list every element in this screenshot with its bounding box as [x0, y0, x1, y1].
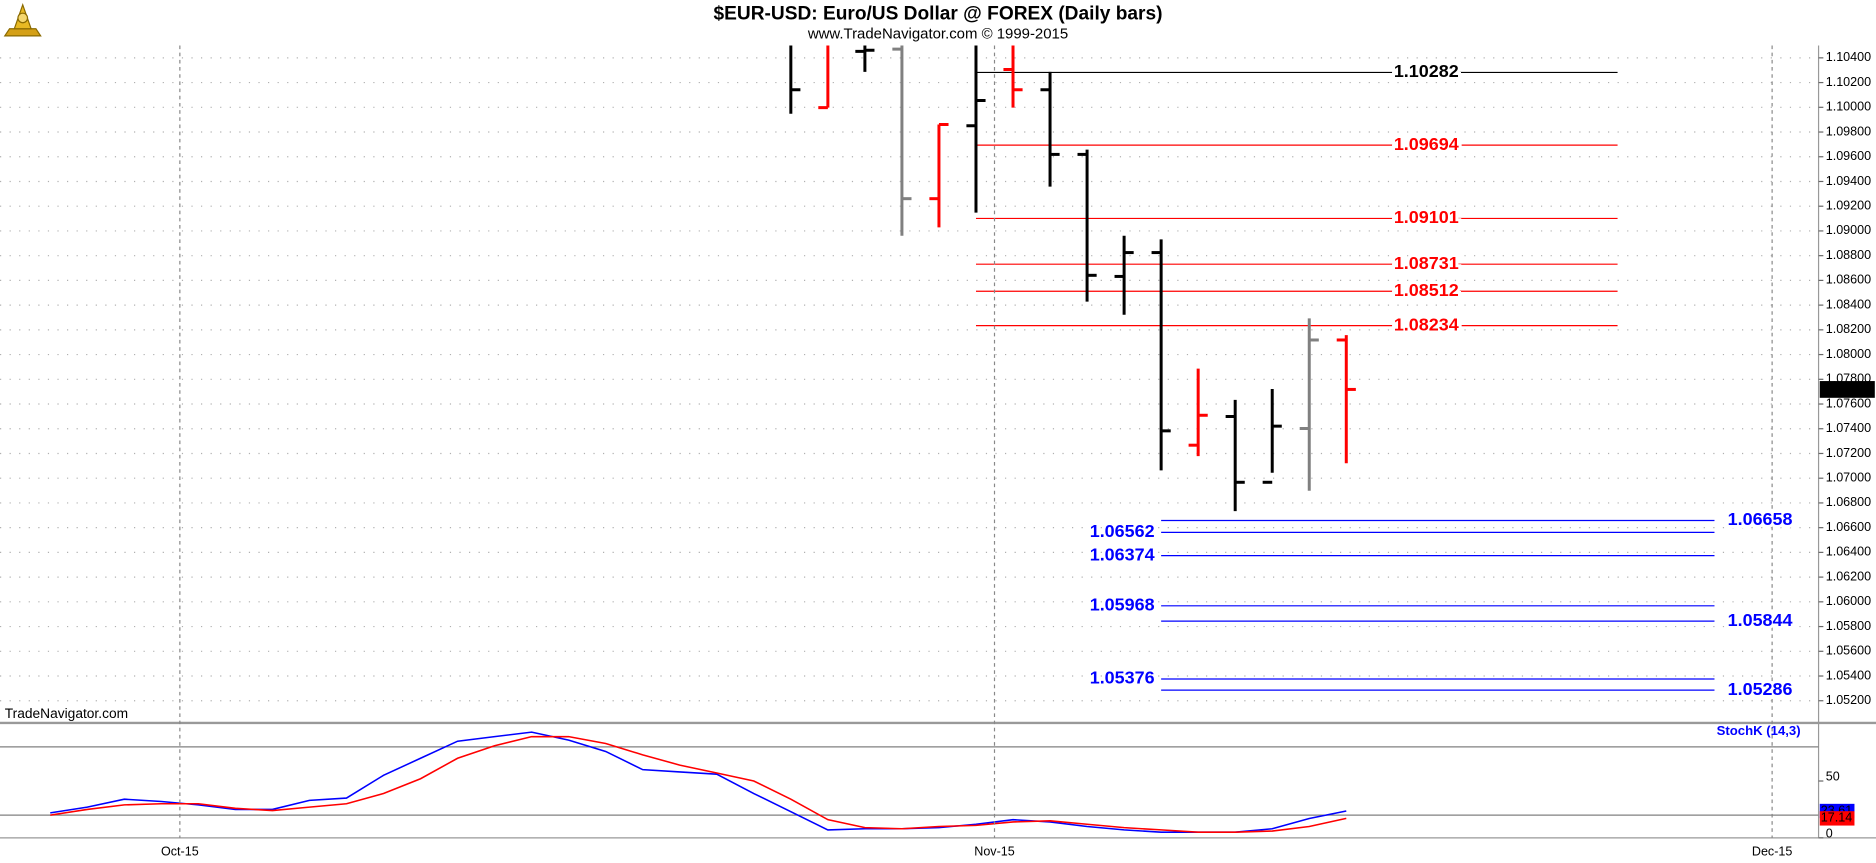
stoch-line	[50, 735, 1347, 833]
y-tick-label: 50	[1826, 770, 1840, 784]
stoch-plot	[0, 731, 1819, 833]
logo-lens	[17, 12, 29, 24]
y-tick-label: 1.06200	[1826, 569, 1871, 583]
resistance-label: 1.08234	[1394, 314, 1459, 334]
support-label: 1.06374	[1090, 544, 1155, 564]
y-tick-label: 1.07000	[1826, 471, 1871, 485]
y-tick-label: 1.09600	[1826, 149, 1871, 163]
y-tick-label: 1.09000	[1826, 223, 1871, 237]
y-tick-label: 1.08800	[1826, 248, 1871, 262]
support-label: 1.05844	[1728, 610, 1793, 630]
y-tick-label: 1.09400	[1826, 174, 1871, 188]
y-tick-label: 1.10400	[1826, 50, 1871, 64]
y-tick-label: 1.07600	[1826, 396, 1871, 410]
y-tick-label: 1.08000	[1826, 347, 1871, 361]
resistance-label: 1.09694	[1394, 134, 1459, 154]
y-tick-label: 1.07200	[1826, 446, 1871, 460]
last-price-label: 1.07718	[1825, 382, 1870, 396]
last-value-label: 17.14	[1821, 811, 1852, 825]
y-tick-label: 1.05600	[1826, 644, 1871, 658]
y-tick-label: 1.10200	[1826, 75, 1871, 89]
y-tick-label: 1.05800	[1826, 619, 1871, 633]
chart-title: $EUR-USD: Euro/US Dollar @ FOREX (Daily …	[714, 3, 1163, 24]
y-tick-label: 1.06800	[1826, 495, 1871, 509]
y-tick-label: 1.10000	[1826, 100, 1871, 114]
chart-subtitle: www.TradeNavigator.com © 1999-2015	[807, 26, 1068, 43]
resistance-label: 1.09101	[1394, 207, 1459, 227]
resistance-label: 1.08512	[1394, 280, 1459, 300]
x-tick-label: Nov-15	[974, 845, 1014, 859]
y-tick-label: 1.06600	[1826, 520, 1871, 534]
resistance-label: 1.10282	[1394, 61, 1459, 81]
logo	[3, 2, 42, 37]
watermark: TradeNavigator.com	[5, 706, 128, 721]
y-tick-label: 1.06400	[1826, 545, 1871, 559]
y-tick-label: 1.06000	[1826, 594, 1871, 608]
support-label: 1.06562	[1090, 521, 1155, 541]
price-plot	[0, 45, 1819, 702]
support-label: 1.05968	[1090, 595, 1155, 615]
y-tick-label: 1.05400	[1826, 668, 1871, 682]
x-tick-label: Oct-15	[161, 845, 199, 859]
y-tick-label: 1.09200	[1826, 199, 1871, 213]
last-price-box	[1819, 381, 1875, 398]
support-label: 1.06658	[1728, 509, 1793, 529]
y-tick-label: 0	[1826, 827, 1833, 841]
y-tick-label: 1.08400	[1826, 297, 1871, 311]
y-tick-label: 1.08600	[1826, 273, 1871, 287]
y-tick-label: 1.08200	[1826, 322, 1871, 336]
support-label: 1.05376	[1090, 668, 1155, 688]
support-label: 1.05286	[1728, 679, 1793, 699]
legend-label: StochK (14,3)	[1717, 723, 1801, 738]
y-tick-label: 1.07400	[1826, 421, 1871, 435]
y-tick-label: 1.05200	[1826, 693, 1871, 707]
last-value-box	[1819, 811, 1855, 826]
x-tick-label: Dec-15	[1752, 845, 1792, 859]
logo-base	[3, 28, 42, 37]
resistance-label: 1.08731	[1394, 253, 1459, 273]
y-tick-label: 1.09800	[1826, 124, 1871, 138]
overlay: 1.05200 1.05400 1.05600 1.05800 1.06000 1.062…	[161, 45, 1875, 859]
